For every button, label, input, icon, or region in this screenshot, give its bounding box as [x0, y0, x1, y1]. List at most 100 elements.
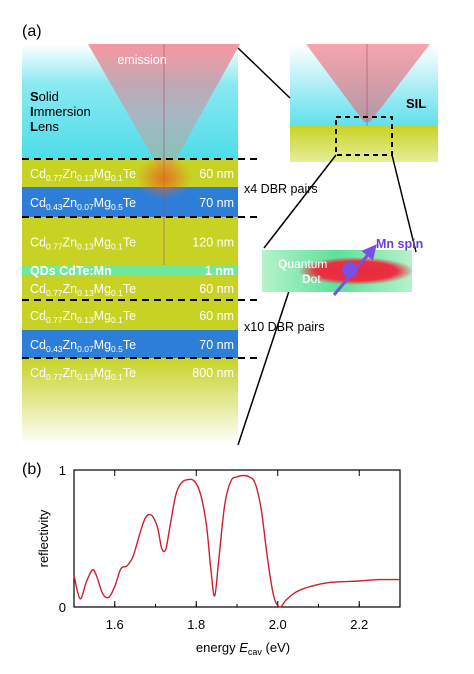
layer-5-composition: Cd0.77Zn0.13Mg0.1Te: [30, 309, 136, 325]
y-axis-label: reflectivity: [36, 509, 51, 567]
layer-1-s3: 0.1: [111, 173, 123, 183]
layer-5-thickness: 60 nm: [199, 309, 234, 323]
layer-1-p1: Cd: [30, 167, 46, 181]
layer-4-s2: 0.13: [77, 288, 94, 298]
layer-2-p2: Zn: [63, 196, 78, 210]
svg-text:Quantum: Quantum: [278, 257, 327, 271]
lens-initial-i: I: [30, 104, 34, 119]
x-tick-label: 1.8: [187, 617, 205, 632]
layer-3-s1: 0.77: [46, 242, 63, 252]
layer-3-p3: Mg: [94, 236, 111, 250]
x-label-var: E: [239, 640, 248, 655]
layer-2-thickness: 70 nm: [199, 196, 234, 210]
layer-4-p3: Mg: [94, 282, 111, 296]
layer-3-thickness: 120 nm: [192, 236, 234, 250]
layer-1-CdZnMgTe-low: [22, 159, 238, 187]
layer-4-p1: Cd: [30, 282, 46, 296]
layer-6-p4: Te: [123, 338, 136, 352]
panel-b-label: (b): [22, 461, 42, 478]
layer-3-CdZnMgTe-low: [22, 217, 238, 266]
svg-text:Dot: Dot: [302, 272, 321, 286]
layer-6-s3: 0.5: [111, 344, 123, 354]
layer-5-s2: 0.13: [77, 315, 94, 325]
plot-frame: [73, 469, 401, 608]
layer-2-p4: Te: [123, 196, 136, 210]
layer-3-p4: Te: [123, 236, 136, 250]
qd-layer-label: QDs CdTe:Mn: [30, 264, 112, 278]
layer-6-p3: Mg: [94, 338, 111, 352]
layer-1-p4: Te: [123, 167, 136, 181]
layer-2-s2: 0.07: [77, 202, 94, 212]
layer-1-composition: Cd0.77Zn0.13Mg0.1Te: [30, 167, 136, 183]
layer-7-p3: Mg: [94, 366, 111, 380]
sil-inset-layer: [290, 126, 438, 162]
layer-5-CdZnMgTe-low: [22, 300, 238, 330]
layer-7-p2: Zn: [63, 366, 78, 380]
lens-word-olid: olid: [39, 89, 59, 104]
layer-3-s2: 0.13: [77, 242, 94, 252]
layer-7-CdZnMgTe-low: [22, 358, 238, 445]
layer-6-p1: Cd: [30, 338, 46, 352]
layer-4-thickness: 60 nm: [199, 282, 234, 296]
qd-layer: [22, 266, 238, 276]
layer-7-p1: Cd: [30, 366, 46, 380]
layer-4-p2: Zn: [63, 282, 78, 296]
layer-7-composition: Cd0.77Zn0.13Mg0.1Te: [30, 366, 136, 382]
zoom-line-bottom: [237, 287, 291, 446]
layer-4-composition: Cd0.77Zn0.13Mg0.1Te: [30, 282, 136, 298]
layer-5-p2: Zn: [63, 309, 78, 323]
layer-1-p3: Mg: [94, 167, 111, 181]
zoom-line-right: [391, 154, 417, 253]
dbr-top-label: x4 DBR pairs: [244, 182, 318, 196]
layer-6-p2: Zn: [63, 338, 78, 352]
layer-3-p2: Zn: [63, 236, 78, 250]
layer-7-p4: Te: [123, 366, 136, 380]
layer-4-s3: 0.1: [111, 288, 123, 298]
layer-4-p4: Te: [123, 282, 136, 296]
emission-spot: [136, 156, 192, 200]
layer-4-CdZnMgTe-low: [22, 276, 238, 300]
lens-initial-s: S: [30, 89, 39, 104]
layer-6-s1: 0.43: [46, 344, 63, 354]
layer-5-s1: 0.77: [46, 315, 63, 325]
layer-1-thickness: 60 nm: [199, 167, 234, 181]
layer-2-CdZnMgTe-high: [22, 187, 238, 217]
mn-spin-label: Mn spin: [376, 237, 423, 251]
x-tick-label: 1.6: [106, 617, 124, 632]
svg-text:Solid: Solid: [30, 89, 59, 104]
qd-inset-label: Quantum Dot: [278, 257, 327, 286]
layer-2-s3: 0.5: [111, 202, 123, 212]
layer-7-s1: 0.77: [46, 372, 63, 382]
layer-1-s1: 0.77: [46, 173, 63, 183]
layer-6-s2: 0.07: [77, 344, 94, 354]
x-label-post: (eV): [262, 640, 290, 655]
qd-layer-thickness: 1 nm: [205, 264, 234, 278]
lens-word-ens: ens: [38, 119, 59, 134]
layer-2-composition: Cd0.43Zn0.07Mg0.5Te: [30, 196, 136, 212]
lens-word-mmersion: mmersion: [34, 104, 91, 119]
x-label-pre: energy: [196, 640, 239, 655]
svg-text:Immersion: Immersion: [30, 104, 91, 119]
x-tick-label: 2.0: [269, 617, 287, 632]
panel-a-label: (a): [22, 23, 42, 40]
layer-5-s3: 0.1: [111, 315, 123, 325]
sil-label: SIL: [406, 96, 426, 111]
y-tick-label: 0: [59, 600, 66, 615]
emission-label: emission: [117, 53, 166, 67]
zoom-line-top: [237, 47, 291, 99]
layer-2-p3: Mg: [94, 196, 111, 210]
layer-5-p3: Mg: [94, 309, 111, 323]
qd-word-ot: ot: [311, 272, 322, 286]
layer-1-s2: 0.13: [77, 173, 94, 183]
qd-word-uantum: uantum: [287, 257, 327, 271]
reflectivity-chart: 1.6 1.8 2.0 2.2 0 1 reflectivity energy Ecav (e…: [36, 463, 401, 657]
layer-6-CdZnMgTe-high: [22, 330, 238, 358]
dbr-bottom-label: x10 DBR pairs: [244, 320, 325, 334]
zoom-line-left: [263, 154, 337, 249]
layer-7-thickness: 800 nm: [192, 366, 234, 380]
lens-label: Solid Immersion Lens: [30, 89, 91, 134]
qd-initial-d: D: [302, 272, 311, 286]
layer-2-s1: 0.43: [46, 202, 63, 212]
x-tick-label: 2.2: [350, 617, 368, 632]
